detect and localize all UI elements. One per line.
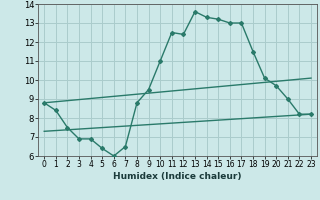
X-axis label: Humidex (Indice chaleur): Humidex (Indice chaleur)	[113, 172, 242, 181]
